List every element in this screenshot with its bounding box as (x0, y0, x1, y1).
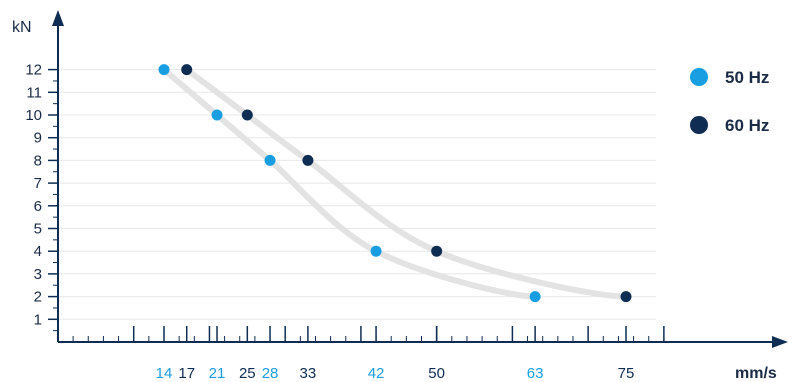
y-tick-label: 7 (34, 175, 42, 192)
y-tick-label: 12 (25, 62, 42, 79)
y-tick-label: 5 (34, 221, 42, 238)
data-point (241, 109, 253, 121)
legend: 50 Hz 60 Hz (690, 68, 769, 135)
legend-label: 60 Hz (725, 116, 769, 135)
data-point (211, 109, 223, 121)
data-point (620, 291, 632, 303)
data-point (158, 64, 170, 76)
data-points (158, 64, 632, 303)
legend-label: 50 Hz (725, 68, 769, 87)
data-point (302, 154, 314, 166)
trend-curve (161, 66, 539, 300)
y-tick-label: 10 (25, 107, 42, 124)
y-tick-label: 3 (34, 266, 42, 283)
trend-curve (183, 66, 629, 300)
x-axis-arrow-icon (772, 336, 788, 348)
x-tick-label: 25 (239, 365, 256, 382)
grid-lines (58, 69, 656, 320)
x-tick-label: 14 (156, 365, 173, 382)
legend-marker (690, 68, 708, 86)
y-tick-label: 4 (34, 243, 42, 260)
y-tick-label: 1 (34, 311, 42, 328)
x-tick-label: 63 (527, 365, 544, 382)
trend-curves (161, 66, 629, 300)
x-ticks: 14 21 28 42 63 17 25 33 50 75 (72, 326, 665, 382)
data-point (529, 291, 541, 303)
y-tick-label: 6 (34, 198, 42, 215)
x-tick-label: 28 (262, 365, 279, 382)
x-tick-label: 50 (428, 365, 445, 382)
y-tick-label: 9 (34, 130, 42, 147)
data-point (181, 64, 193, 76)
x-tick-label: 21 (209, 365, 226, 382)
x-tick-label: 33 (300, 365, 317, 382)
x-axis-title: mm/s (735, 365, 777, 382)
y-tick-label: 8 (34, 152, 42, 169)
axes (52, 10, 788, 348)
x-tick-label: 75 (618, 365, 635, 382)
data-point (264, 154, 276, 166)
data-point (431, 245, 443, 257)
y-axis-arrow-icon (52, 10, 64, 26)
x-tick-label: 17 (178, 365, 195, 382)
y-tick-label: 11 (26, 84, 42, 101)
y-tick-label: 2 (34, 289, 42, 306)
data-point (370, 245, 382, 257)
legend-marker (690, 116, 708, 134)
y-axis-title: kN (12, 19, 32, 36)
x-tick-label: 42 (368, 365, 385, 382)
